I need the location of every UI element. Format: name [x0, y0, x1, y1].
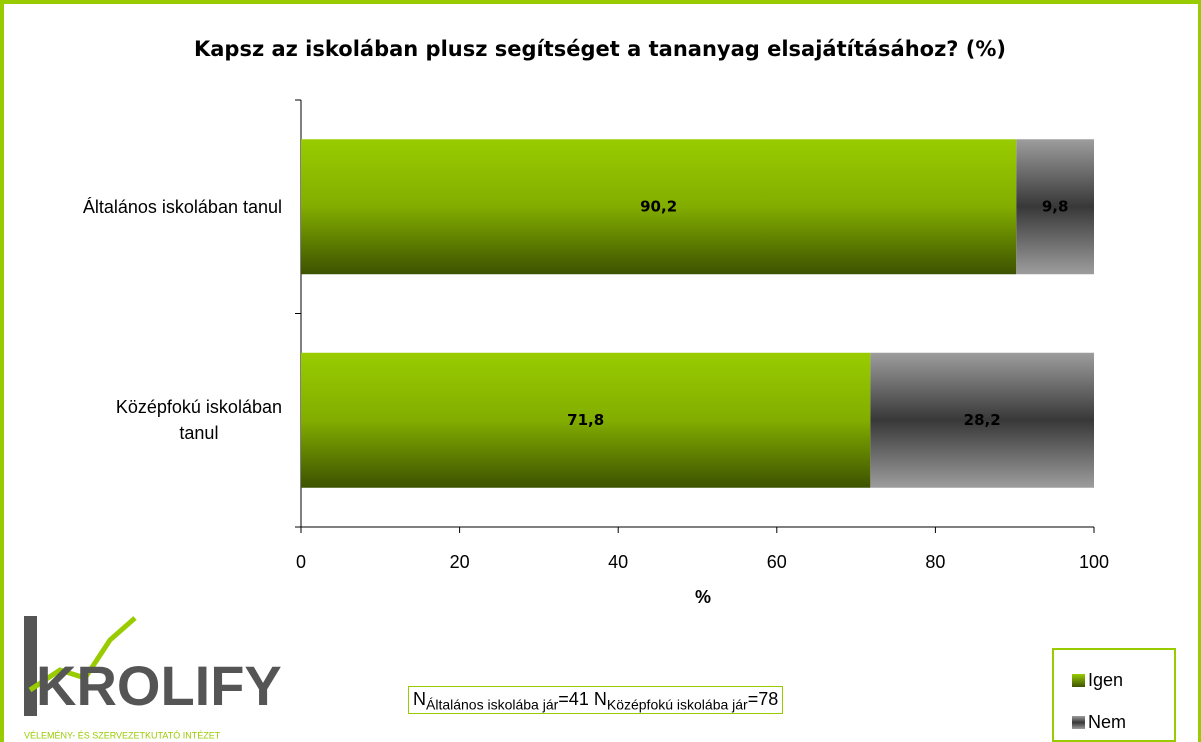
legend-label: Nem	[1088, 711, 1127, 732]
logo-tagline: VÉLEMÉNY- ÉS SZERVEZETKUTATÓ INTÉZET	[24, 730, 221, 740]
category-label: Általános iskolában tanul	[82, 196, 282, 217]
legend-swatch	[1072, 715, 1085, 729]
x-tick-label: 20	[450, 552, 470, 572]
value-label: 90,2	[640, 197, 677, 215]
legend-item: Nem	[1072, 712, 1126, 732]
annotation-value: =78	[747, 689, 779, 709]
x-tick-label: 80	[925, 552, 945, 572]
bar	[301, 139, 1017, 275]
category-label: Középfokú iskolában tanul	[115, 397, 282, 444]
legend-label: Igen	[1088, 669, 1124, 690]
bar	[301, 352, 871, 488]
x-tick-label: 100	[1079, 552, 1109, 572]
annotation-sub: Általános iskolába jár	[426, 696, 559, 713]
annotation-sub: Középfokú iskolába jár	[606, 696, 748, 713]
legend-swatch	[1072, 673, 1085, 687]
x-tick-label: 40	[608, 552, 628, 572]
bar	[870, 352, 1094, 488]
annotation: NÁltalános iskolába jár=41 NKözépfokú is…	[408, 686, 784, 714]
annotation-value: =41	[558, 689, 589, 709]
x-axis-label: %	[695, 587, 711, 607]
value-label: 28,2	[964, 411, 1001, 429]
logo-line	[28, 616, 137, 693]
annotation-base: N	[413, 689, 426, 709]
bar	[1016, 139, 1094, 275]
legend-item: Igen	[1072, 670, 1123, 690]
logo-name: KROLIFY	[36, 654, 282, 717]
value-label: 71,8	[567, 411, 604, 429]
chart-title: Kapsz az iskolában plusz segítséget a ta…	[194, 37, 1006, 61]
x-tick-label: 60	[767, 552, 787, 572]
legend: Igen Nem	[1052, 648, 1176, 742]
x-tick-label: 0	[296, 552, 306, 572]
annotation-base: N	[593, 689, 607, 709]
value-label: 9,8	[1042, 197, 1069, 215]
logo: KROLIFY VÉLEMÉNY- ÉS SZERVEZETKUTATÓ INT…	[24, 616, 282, 740]
logo-bar	[24, 616, 37, 716]
